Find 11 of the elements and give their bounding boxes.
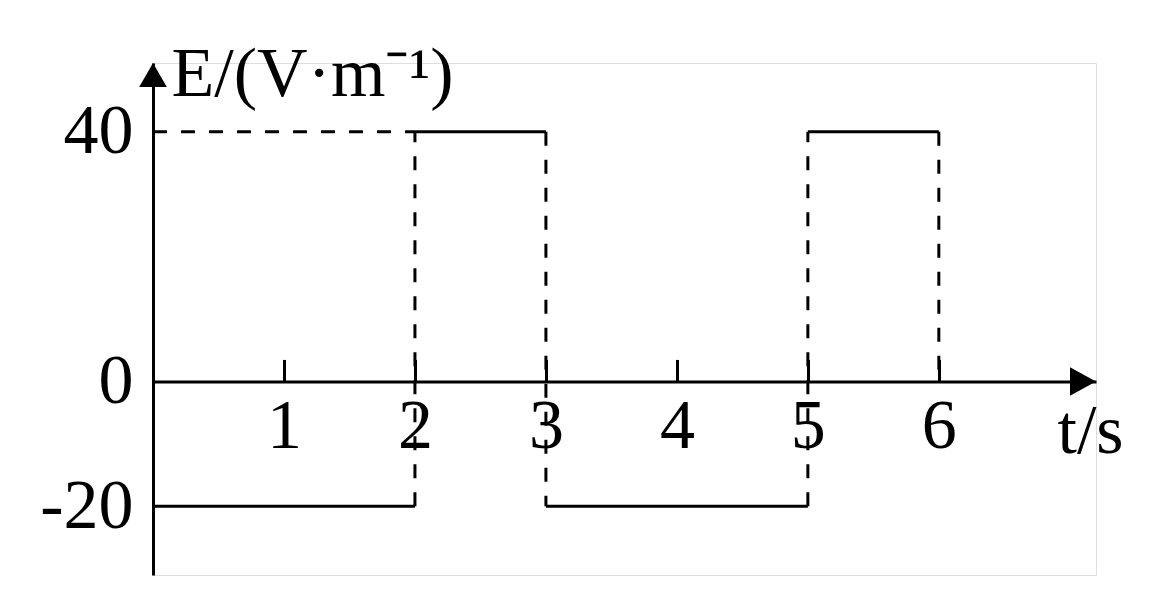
y-tick-label: 40 — [63, 91, 134, 169]
x-tick-label: 5 — [790, 385, 826, 463]
y-tick-label: 0 — [98, 340, 134, 418]
y-axis-title: E/(V·m⁻¹) — [171, 33, 454, 111]
x-tick-label: 2 — [397, 385, 433, 463]
y-tick-label: -20 — [40, 465, 134, 543]
x-tick-label: 1 — [266, 385, 302, 463]
x-tick-label: 6 — [921, 385, 957, 463]
x-axis-title: t/s — [1057, 390, 1124, 468]
x-tick-label: 3 — [528, 385, 564, 463]
x-tick-label: 4 — [659, 385, 695, 463]
